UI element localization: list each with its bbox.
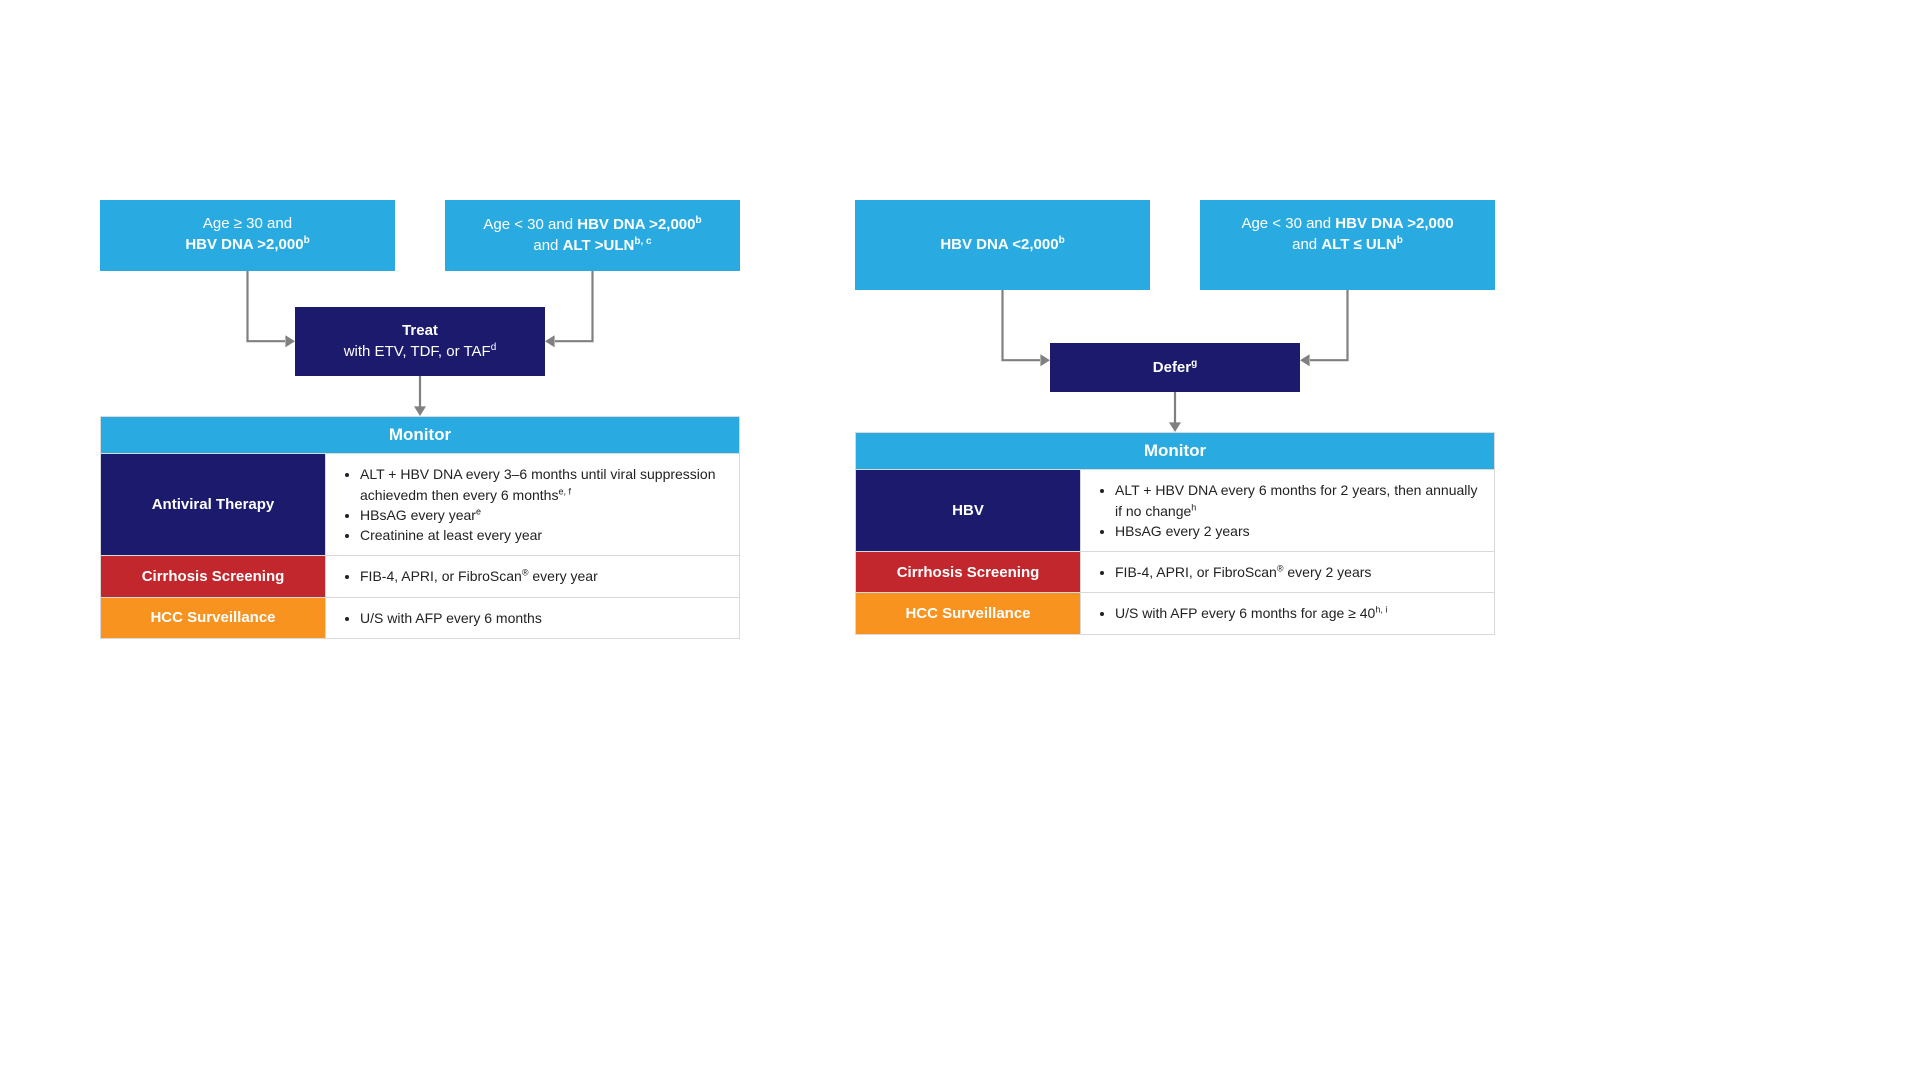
flowchart-treat: Age ≥ 30 andHBV DNA >2,000b Age < 30 and … bbox=[100, 200, 740, 639]
row-label-1: Cirrhosis Screening bbox=[101, 556, 326, 597]
list-item: HBsAG every yeare bbox=[360, 505, 725, 525]
list-item: ALT + HBV DNA every 3–6 months until vir… bbox=[360, 464, 725, 505]
arrow-decision-to-monitor bbox=[855, 392, 1495, 432]
decision-title: Deferg bbox=[1153, 359, 1197, 376]
criteria-row: Age ≥ 30 andHBV DNA >2,000b Age < 30 and … bbox=[100, 200, 740, 271]
decision-box: Treat with ETV, TDF, or TAFd bbox=[295, 307, 545, 377]
table-row: HCC Surveillance U/S with AFP every 6 mon… bbox=[856, 593, 1495, 634]
row-content-0: ALT + HBV DNA every 6 months for 2 years… bbox=[1081, 470, 1495, 552]
criteria-box-0: Age ≥ 30 andHBV DNA >2,000b bbox=[100, 200, 395, 271]
row-label-2: HCC Surveillance bbox=[101, 597, 326, 638]
list-item: FIB-4, APRI, or FibroScan® every 2 years bbox=[1115, 562, 1480, 582]
criteria-row: HBV DNA <2,000b Age < 30 and HBV DNA >2,… bbox=[855, 200, 1495, 290]
list-item: ALT + HBV DNA every 6 months for 2 years… bbox=[1115, 480, 1480, 521]
criteria-box-1: Age < 30 and HBV DNA >2,000band ALT >ULN… bbox=[445, 200, 740, 271]
table-row: HBV ALT + HBV DNA every 6 months for 2 ye… bbox=[856, 470, 1495, 552]
row-label-0: HBV bbox=[856, 470, 1081, 552]
row-label-2: HCC Surveillance bbox=[856, 593, 1081, 634]
table-row: HCC Surveillance U/S with AFP every 6 mon… bbox=[101, 597, 740, 638]
row-label-1: Cirrhosis Screening bbox=[856, 552, 1081, 593]
criteria-box-1: Age < 30 and HBV DNA >2,000and ALT ≤ ULN… bbox=[1200, 200, 1495, 290]
monitor-table: MonitorHBV ALT + HBV DNA every 6 months f… bbox=[855, 432, 1495, 634]
row-content-0: ALT + HBV DNA every 3–6 months until vir… bbox=[326, 454, 740, 556]
monitor-table: MonitorAntiviral Therapy ALT + HBV DNA ev… bbox=[100, 416, 740, 639]
list-item: HBsAG every 2 years bbox=[1115, 521, 1480, 541]
row-label-0: Antiviral Therapy bbox=[101, 454, 326, 556]
decision-sub: with ETV, TDF, or TAFd bbox=[315, 341, 525, 362]
criteria-box-0: HBV DNA <2,000b bbox=[855, 200, 1150, 290]
decision-title: Treat bbox=[402, 322, 438, 339]
monitor-header: Monitor bbox=[856, 433, 1495, 470]
table-row: Cirrhosis Screening FIB-4, APRI, or Fibro… bbox=[856, 552, 1495, 593]
row-content-1: FIB-4, APRI, or FibroScan® every 2 years bbox=[1081, 552, 1495, 593]
table-row: Cirrhosis Screening FIB-4, APRI, or Fibro… bbox=[101, 556, 740, 597]
row-content-2: U/S with AFP every 6 months bbox=[326, 597, 740, 638]
row-content-2: U/S with AFP every 6 months for age ≥ 40… bbox=[1081, 593, 1495, 634]
list-item: Creatinine at least every year bbox=[360, 525, 725, 545]
monitor-header: Monitor bbox=[101, 417, 740, 454]
arrow-decision-to-monitor bbox=[100, 376, 740, 416]
list-item: U/S with AFP every 6 months for age ≥ 40… bbox=[1115, 603, 1480, 623]
table-row: Antiviral Therapy ALT + HBV DNA every 3–6… bbox=[101, 454, 740, 556]
list-item: FIB-4, APRI, or FibroScan® every year bbox=[360, 566, 725, 586]
row-content-1: FIB-4, APRI, or FibroScan® every year bbox=[326, 556, 740, 597]
decision-box: Deferg bbox=[1050, 343, 1300, 392]
flowchart-defer: HBV DNA <2,000b Age < 30 and HBV DNA >2,… bbox=[855, 200, 1495, 635]
list-item: U/S with AFP every 6 months bbox=[360, 608, 725, 628]
